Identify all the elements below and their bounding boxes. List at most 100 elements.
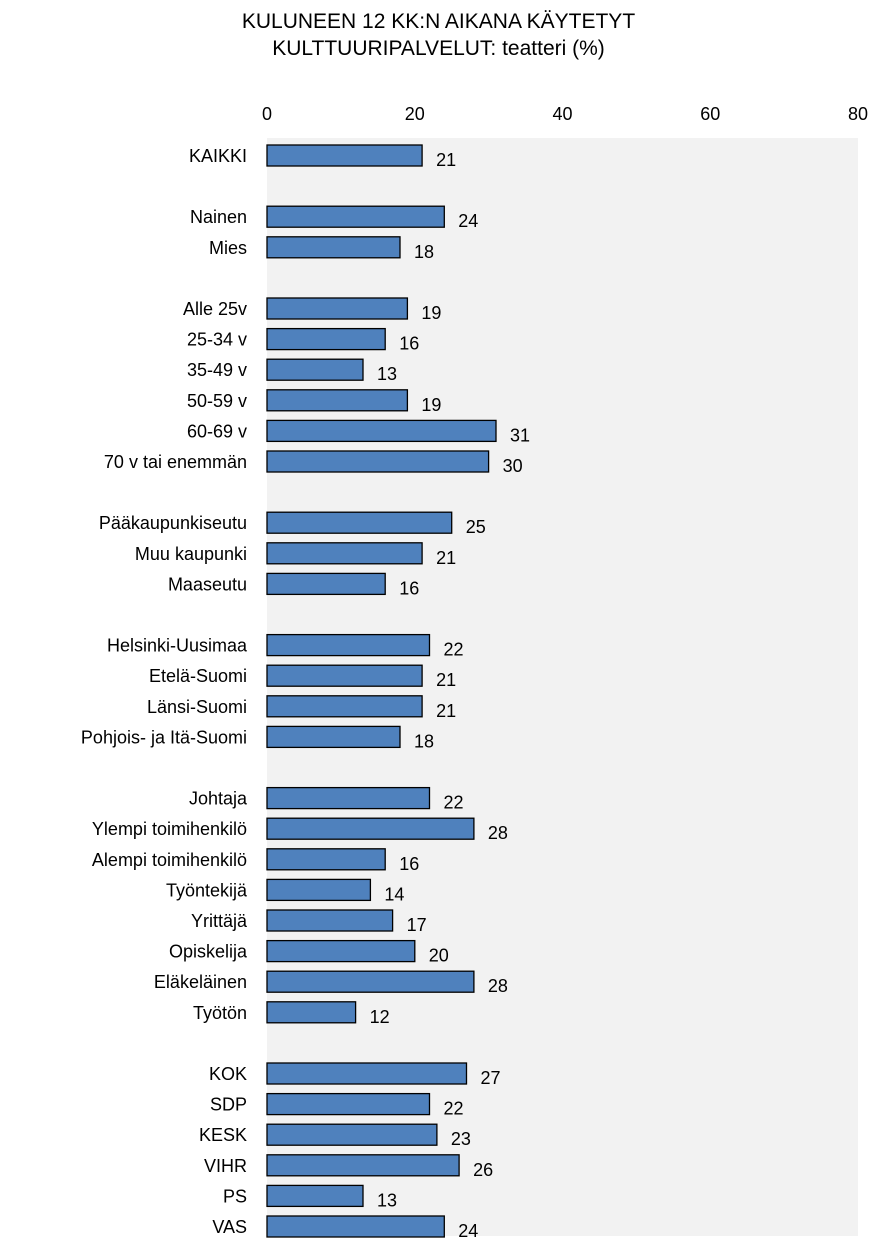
category-label-27: VIHR <box>204 1156 247 1176</box>
bar-4 <box>266 327 386 351</box>
x-tick-label-2: 40 <box>552 104 572 124</box>
category-label-13: Etelä-Suomi <box>149 666 247 686</box>
category-label-9: Pääkaupunkiseutu <box>99 513 247 533</box>
bar-0 <box>266 144 423 167</box>
value-label-29: 24 <box>458 1221 478 1241</box>
value-label-9: 25 <box>466 517 486 537</box>
value-label-10: 21 <box>436 548 456 568</box>
value-label-11: 16 <box>399 578 419 598</box>
category-label-29: VAS <box>212 1217 247 1237</box>
bar-8 <box>266 450 490 473</box>
bar-11 <box>266 572 386 596</box>
bar-17 <box>266 817 475 840</box>
category-label-0: KAIKKI <box>189 146 247 166</box>
bar-15 <box>266 725 401 749</box>
bar-20 <box>266 909 394 932</box>
category-label-15: Pohjois- ja Itä-Suomi <box>81 727 247 747</box>
category-labels: KAIKKI Nainen Mies Alle 25v 25-34 v 35-49 v 50… <box>81 146 248 1237</box>
bar-6 <box>266 389 409 412</box>
value-label-16: 22 <box>444 793 464 813</box>
bar-23 <box>266 1001 357 1024</box>
bar-5 <box>266 358 364 381</box>
value-label-18: 16 <box>399 854 419 874</box>
bar-14 <box>266 695 423 718</box>
bar-29 <box>266 1215 445 1238</box>
category-label-16: Johtaja <box>189 789 248 809</box>
category-label-23: Työtön <box>193 1003 247 1023</box>
category-label-22: Eläkeläinen <box>154 972 247 992</box>
category-label-12: Helsinki-Uusimaa <box>107 636 248 656</box>
value-label-14: 21 <box>436 701 456 721</box>
category-label-3: Alle 25v <box>183 299 247 319</box>
category-label-5: 35-49 v <box>187 360 247 380</box>
bar-24 <box>266 1062 468 1085</box>
category-label-24: KOK <box>209 1064 247 1084</box>
value-label-4: 16 <box>399 334 419 354</box>
category-label-19: Työntekijä <box>166 880 248 900</box>
value-label-17: 28 <box>488 823 508 843</box>
value-label-0: 21 <box>436 150 456 170</box>
category-label-8: 70 v tai enemmän <box>104 452 247 472</box>
bars <box>266 144 497 1238</box>
category-label-18: Alempi toimihenkilö <box>92 850 247 870</box>
x-tick-label-0: 0 <box>262 104 272 124</box>
x-tick-label-3: 60 <box>700 104 720 124</box>
value-label-23: 12 <box>370 1007 390 1027</box>
bar-27 <box>266 1154 460 1177</box>
x-tick-label-1: 20 <box>405 104 425 124</box>
value-label-12: 22 <box>444 640 464 660</box>
category-label-20: Yrittäjä <box>191 911 248 931</box>
bar-13 <box>266 664 423 687</box>
bar-3 <box>266 297 409 320</box>
chart-title: KULUNEEN 12 KK:N AIKANA KÄYTETYT KULTTUU… <box>0 8 877 62</box>
value-label-7: 31 <box>510 425 530 445</box>
bar-16 <box>266 786 431 810</box>
value-label-24: 27 <box>481 1068 501 1088</box>
bar-21 <box>266 939 416 963</box>
bar-7 <box>266 419 497 443</box>
value-label-3: 19 <box>421 303 441 323</box>
value-label-5: 13 <box>377 364 397 384</box>
bar-28 <box>266 1184 364 1208</box>
plot-background <box>267 138 858 1236</box>
category-label-2: Mies <box>209 238 247 258</box>
value-label-2: 18 <box>414 242 434 262</box>
value-label-28: 13 <box>377 1190 397 1210</box>
chart-title-line-2: KULTTUURIPALVELUT: teatteri (%) <box>272 37 605 60</box>
x-axis-ticks: 0 20 40 60 80 <box>262 104 868 124</box>
category-label-21: Opiskelija <box>169 942 248 962</box>
category-label-11: Maaseutu <box>168 574 247 594</box>
category-label-17: Ylempi toimihenkilö <box>92 819 247 839</box>
bar-26 <box>266 1123 438 1146</box>
bar-19 <box>266 878 372 902</box>
value-label-20: 17 <box>407 915 427 935</box>
category-label-10: Muu kaupunki <box>135 544 247 564</box>
category-label-7: 60-69 v <box>187 421 247 441</box>
value-label-1: 24 <box>458 211 478 231</box>
bar-9 <box>266 511 453 534</box>
bar-2 <box>266 236 401 259</box>
bar-12 <box>266 633 431 657</box>
value-label-13: 21 <box>436 670 456 690</box>
bar-18 <box>266 848 386 871</box>
value-label-26: 23 <box>451 1129 471 1149</box>
value-label-25: 22 <box>444 1099 464 1119</box>
value-label-15: 18 <box>414 731 434 751</box>
value-label-19: 14 <box>384 884 404 904</box>
value-label-22: 28 <box>488 976 508 996</box>
category-label-6: 50-59 v <box>187 391 247 411</box>
x-tick-label-4: 80 <box>848 104 868 124</box>
value-label-21: 20 <box>429 946 449 966</box>
category-label-1: Nainen <box>190 207 247 227</box>
value-label-27: 26 <box>473 1160 493 1180</box>
value-label-8: 30 <box>503 456 523 476</box>
category-label-28: PS <box>223 1186 247 1206</box>
category-label-25: SDP <box>210 1095 247 1115</box>
chart-title-line-1: KULUNEEN 12 KK:N AIKANA KÄYTETYT <box>241 10 636 33</box>
bar-25 <box>266 1092 431 1116</box>
bar-22 <box>266 970 475 993</box>
value-label-6: 19 <box>421 395 441 415</box>
category-label-26: KESK <box>199 1125 247 1145</box>
bar-1 <box>266 205 445 228</box>
